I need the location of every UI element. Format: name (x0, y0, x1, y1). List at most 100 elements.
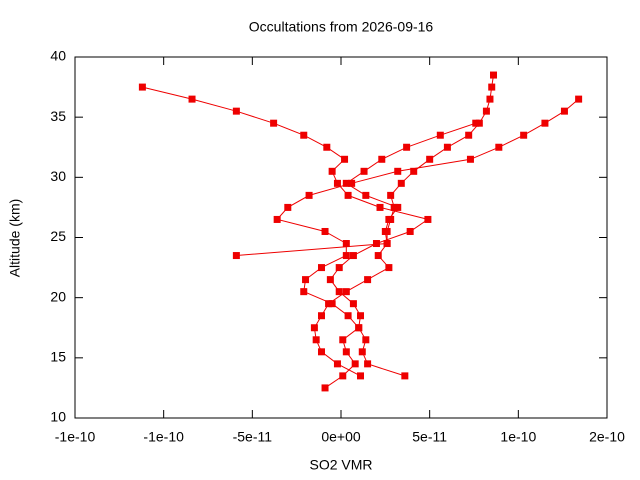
series-line (236, 122, 476, 256)
x-tick-label: -1e-10 (143, 429, 184, 445)
x-tick-label: 1e-10 (500, 429, 536, 445)
data-point (302, 276, 310, 284)
data-point (426, 155, 434, 163)
data-point (495, 143, 503, 151)
data-point (541, 119, 549, 127)
data-point (390, 203, 398, 211)
data-point (520, 131, 528, 139)
x-tick-label: -5e-11 (233, 429, 273, 445)
data-point (385, 264, 393, 272)
data-point (360, 167, 368, 175)
data-point (333, 360, 341, 368)
data-point (466, 155, 474, 163)
data-point (560, 107, 568, 115)
data-point (270, 119, 278, 127)
data-point (465, 131, 473, 139)
y-tick-label: 15 (50, 349, 66, 365)
data-point (344, 191, 352, 199)
data-point (328, 300, 336, 308)
data-point (387, 191, 395, 199)
data-point (339, 336, 347, 344)
data-point (342, 288, 350, 296)
data-point (424, 215, 432, 223)
data-point (385, 215, 393, 223)
data-point (351, 360, 359, 368)
data-point (372, 240, 380, 248)
data-point (305, 191, 313, 199)
data-point (328, 167, 336, 175)
y-tick-label: 20 (50, 288, 66, 304)
data-point (348, 179, 356, 187)
data-point (362, 191, 370, 199)
data-point (403, 143, 411, 151)
y-tick-label: 25 (50, 228, 66, 244)
data-point (349, 300, 357, 308)
data-point (381, 227, 389, 235)
data-point (349, 252, 357, 260)
data-point (397, 179, 405, 187)
data-point (284, 203, 292, 211)
data-point (232, 107, 240, 115)
data-point (383, 240, 391, 248)
data-point (357, 312, 365, 320)
data-point (138, 83, 146, 91)
data-point (323, 143, 331, 151)
plot-border (74, 56, 608, 419)
data-point (482, 107, 490, 115)
data-point (317, 264, 325, 272)
data-point (300, 288, 308, 296)
data-point (436, 131, 444, 139)
data-point (575, 95, 583, 103)
series-line (276, 98, 579, 377)
chart-title: Occultations from 2026-09-16 (249, 19, 434, 35)
data-point (342, 348, 350, 356)
data-point (374, 252, 382, 260)
data-point (310, 324, 318, 332)
data-point (443, 143, 451, 151)
data-point (321, 227, 329, 235)
data-point (364, 276, 372, 284)
x-tick-label: 5e-11 (412, 429, 447, 445)
series-line (313, 75, 494, 377)
data-point (364, 360, 372, 368)
data-point (362, 336, 370, 344)
data-point (335, 264, 343, 272)
data-point (344, 312, 352, 320)
y-tick-label: 35 (50, 108, 66, 124)
data-point (376, 203, 384, 211)
y-axis-label: Altitude (km) (7, 199, 23, 278)
data-point (273, 215, 281, 223)
data-point (317, 348, 325, 356)
data-point (333, 179, 341, 187)
data-point (406, 227, 414, 235)
data-point (472, 119, 480, 127)
data-point (401, 372, 409, 380)
data-point (490, 71, 498, 79)
data-point (342, 240, 350, 248)
data-point (312, 336, 320, 344)
data-point (410, 167, 418, 175)
series-line (142, 86, 430, 389)
y-tick-label: 40 (50, 48, 66, 64)
data-point (321, 384, 329, 392)
data-point (358, 348, 366, 356)
data-point (188, 95, 196, 103)
data-point (326, 276, 334, 284)
x-tick-label: 2e-10 (589, 429, 625, 445)
data-point (394, 167, 402, 175)
data-point (325, 300, 333, 308)
data-point (335, 288, 343, 296)
data-point (317, 312, 325, 320)
data-point (378, 155, 386, 163)
y-tick-label: 30 (50, 168, 66, 184)
x-tick-label: -1e-10 (55, 429, 96, 445)
data-point (475, 119, 483, 127)
y-tick-label: 10 (50, 409, 66, 425)
data-point (232, 252, 240, 260)
data-point (342, 252, 350, 260)
data-point (339, 372, 347, 380)
data-point (341, 155, 349, 163)
data-point (486, 95, 494, 103)
